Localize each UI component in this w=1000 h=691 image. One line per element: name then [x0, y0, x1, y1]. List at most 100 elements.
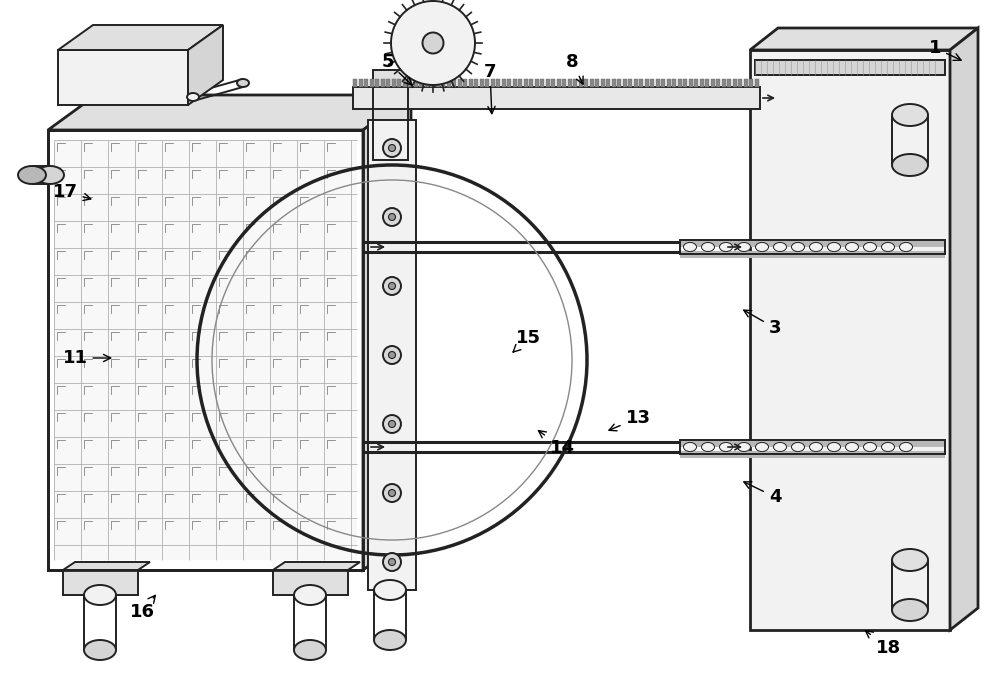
Bar: [680, 240, 945, 247]
Bar: [551, 79, 555, 87]
Ellipse shape: [36, 166, 64, 184]
Circle shape: [422, 32, 444, 53]
Ellipse shape: [810, 243, 822, 252]
Bar: [661, 79, 665, 87]
Bar: [700, 79, 704, 87]
Bar: [705, 79, 709, 87]
Bar: [622, 79, 626, 87]
Bar: [716, 79, 720, 87]
Bar: [656, 79, 660, 87]
Bar: [273, 570, 348, 595]
Text: 5: 5: [382, 53, 412, 85]
Ellipse shape: [702, 243, 714, 252]
Bar: [502, 79, 506, 87]
Bar: [373, 70, 408, 160]
Bar: [716, 79, 720, 87]
Polygon shape: [363, 95, 411, 570]
Bar: [644, 79, 648, 87]
Bar: [634, 79, 638, 87]
Bar: [441, 79, 445, 87]
Circle shape: [388, 144, 396, 151]
Bar: [518, 79, 522, 87]
Bar: [468, 79, 473, 87]
Bar: [732, 79, 736, 87]
Bar: [358, 79, 362, 87]
Bar: [430, 79, 434, 87]
Bar: [546, 79, 550, 87]
Bar: [628, 79, 632, 87]
Bar: [386, 79, 390, 87]
Bar: [524, 79, 528, 87]
Polygon shape: [63, 562, 150, 570]
Bar: [744, 79, 748, 87]
Bar: [595, 79, 599, 87]
Text: 8: 8: [566, 53, 583, 84]
Ellipse shape: [18, 166, 46, 184]
Bar: [666, 79, 670, 87]
Bar: [63, 570, 138, 595]
Bar: [612, 79, 616, 87]
Bar: [678, 79, 682, 87]
Ellipse shape: [294, 640, 326, 660]
Ellipse shape: [828, 442, 840, 451]
Ellipse shape: [756, 243, 768, 252]
Bar: [568, 79, 572, 87]
Bar: [375, 79, 379, 87]
Bar: [551, 79, 555, 87]
Bar: [63, 570, 138, 595]
Bar: [414, 79, 418, 87]
Bar: [639, 79, 643, 87]
Bar: [485, 79, 489, 87]
Bar: [353, 79, 357, 87]
Ellipse shape: [684, 243, 696, 252]
Circle shape: [388, 352, 396, 359]
Bar: [392, 79, 396, 87]
Bar: [273, 570, 348, 595]
Bar: [490, 79, 494, 87]
Bar: [755, 79, 759, 87]
Bar: [672, 79, 676, 87]
Ellipse shape: [892, 154, 928, 176]
Bar: [452, 79, 456, 87]
Polygon shape: [950, 28, 978, 630]
Ellipse shape: [738, 243, 750, 252]
Bar: [380, 79, 384, 87]
Ellipse shape: [237, 79, 249, 87]
Bar: [666, 79, 670, 87]
Bar: [727, 79, 731, 87]
Polygon shape: [188, 25, 223, 105]
Text: 3: 3: [744, 310, 781, 337]
Bar: [683, 79, 687, 87]
Bar: [606, 79, 610, 87]
Ellipse shape: [720, 442, 732, 451]
Bar: [474, 79, 478, 87]
Bar: [507, 79, 511, 87]
Bar: [710, 79, 714, 87]
Bar: [680, 251, 945, 258]
Polygon shape: [750, 28, 978, 50]
Bar: [738, 79, 742, 87]
Bar: [430, 79, 434, 87]
Bar: [590, 79, 594, 87]
Bar: [529, 79, 533, 87]
Bar: [683, 79, 687, 87]
Bar: [529, 79, 533, 87]
Bar: [634, 79, 638, 87]
Polygon shape: [48, 130, 363, 570]
Bar: [518, 79, 522, 87]
Bar: [556, 79, 560, 87]
Polygon shape: [58, 50, 188, 105]
Ellipse shape: [810, 442, 822, 451]
Bar: [612, 79, 616, 87]
Bar: [380, 79, 384, 87]
Bar: [408, 79, 412, 87]
Ellipse shape: [792, 243, 804, 252]
Text: 15: 15: [513, 329, 540, 352]
Ellipse shape: [702, 442, 714, 451]
Bar: [463, 79, 467, 87]
Ellipse shape: [892, 549, 928, 571]
Bar: [584, 79, 588, 87]
Bar: [507, 79, 511, 87]
Circle shape: [388, 558, 396, 565]
Circle shape: [383, 346, 401, 364]
